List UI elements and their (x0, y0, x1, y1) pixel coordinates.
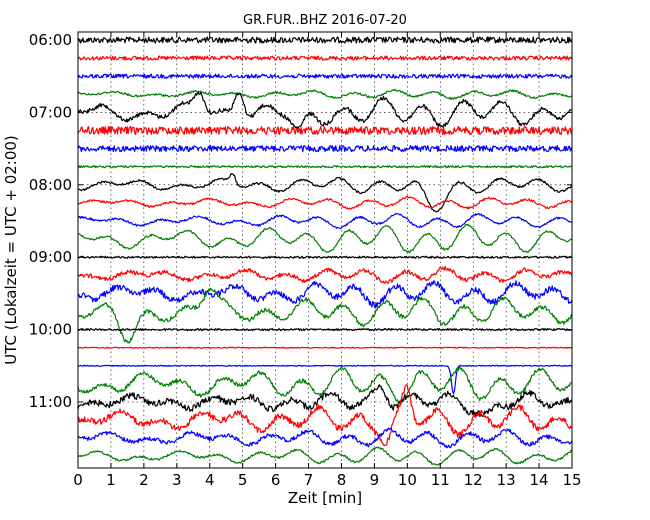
trace-0915 (77, 265, 573, 284)
y-tick-label: 09:00 (29, 248, 72, 266)
trace-0630 (77, 73, 573, 79)
x-tick-label: 10 (398, 471, 417, 489)
y-axis: 06:00 07:00 08:00 09:00 10:00 11:00 (29, 31, 572, 411)
x-tick-label: 6 (271, 471, 281, 489)
x-tick-label: 13 (497, 471, 516, 489)
trace-0815 (77, 195, 573, 210)
x-tick-label: 3 (172, 471, 182, 489)
x-tick-label: 5 (238, 471, 248, 489)
trace-0800 (77, 173, 573, 213)
trace-0845 (77, 223, 573, 254)
x-tick-label: 11 (431, 471, 450, 489)
chart-title: GR.FUR..BHZ 2016-07-20 (243, 13, 407, 28)
x-tick-label: 15 (562, 471, 581, 489)
traces (77, 36, 573, 466)
x-axis-label: Zeit [min] (288, 489, 362, 507)
trace-0830 (77, 213, 573, 230)
trace-1100 (77, 384, 573, 418)
y-tick-label: 06:00 (29, 31, 72, 49)
y-tick-label: 08:00 (29, 176, 72, 194)
trace-1045 (77, 365, 573, 404)
x-tick-label: 1 (106, 471, 116, 489)
x-tick-label: 8 (337, 471, 347, 489)
trace-0645 (77, 88, 573, 101)
x-axis: 0 1 2 3 4 5 6 7 8 9 10 11 12 13 14 15 (73, 32, 582, 489)
trace-0945 (77, 287, 573, 344)
trace-1015 (77, 346, 573, 349)
plot-frame (77, 31, 573, 469)
trace-0745 (77, 165, 573, 169)
y-tick-label: 07:00 (29, 103, 72, 121)
y-tick-label: 11:00 (29, 393, 72, 411)
trace-0900 (77, 255, 573, 259)
trace-0615 (77, 55, 573, 61)
trace-0715 (77, 125, 573, 136)
trace-0600 (77, 36, 573, 44)
trace-1145 (77, 446, 573, 466)
x-tick-label: 12 (464, 471, 483, 489)
x-tick-label: 7 (304, 471, 314, 489)
x-tick-label: 14 (530, 471, 549, 489)
y-tick-label: 10:00 (29, 321, 72, 339)
trace-0700 (77, 91, 572, 130)
x-tick-label: 9 (370, 471, 380, 489)
x-tick-label: 0 (73, 471, 83, 489)
x-tick-label: 4 (205, 471, 215, 489)
trace-1000 (78, 328, 573, 332)
trace-1115 (77, 384, 572, 447)
y-axis-label: UTC (Lokalzeit = UTC + 02:00) (2, 135, 20, 365)
trace-1030 (77, 364, 573, 395)
x-tick-label: 2 (139, 471, 149, 489)
trace-1130 (77, 427, 573, 449)
trace-0730 (77, 145, 573, 153)
trace-0930 (77, 280, 573, 309)
